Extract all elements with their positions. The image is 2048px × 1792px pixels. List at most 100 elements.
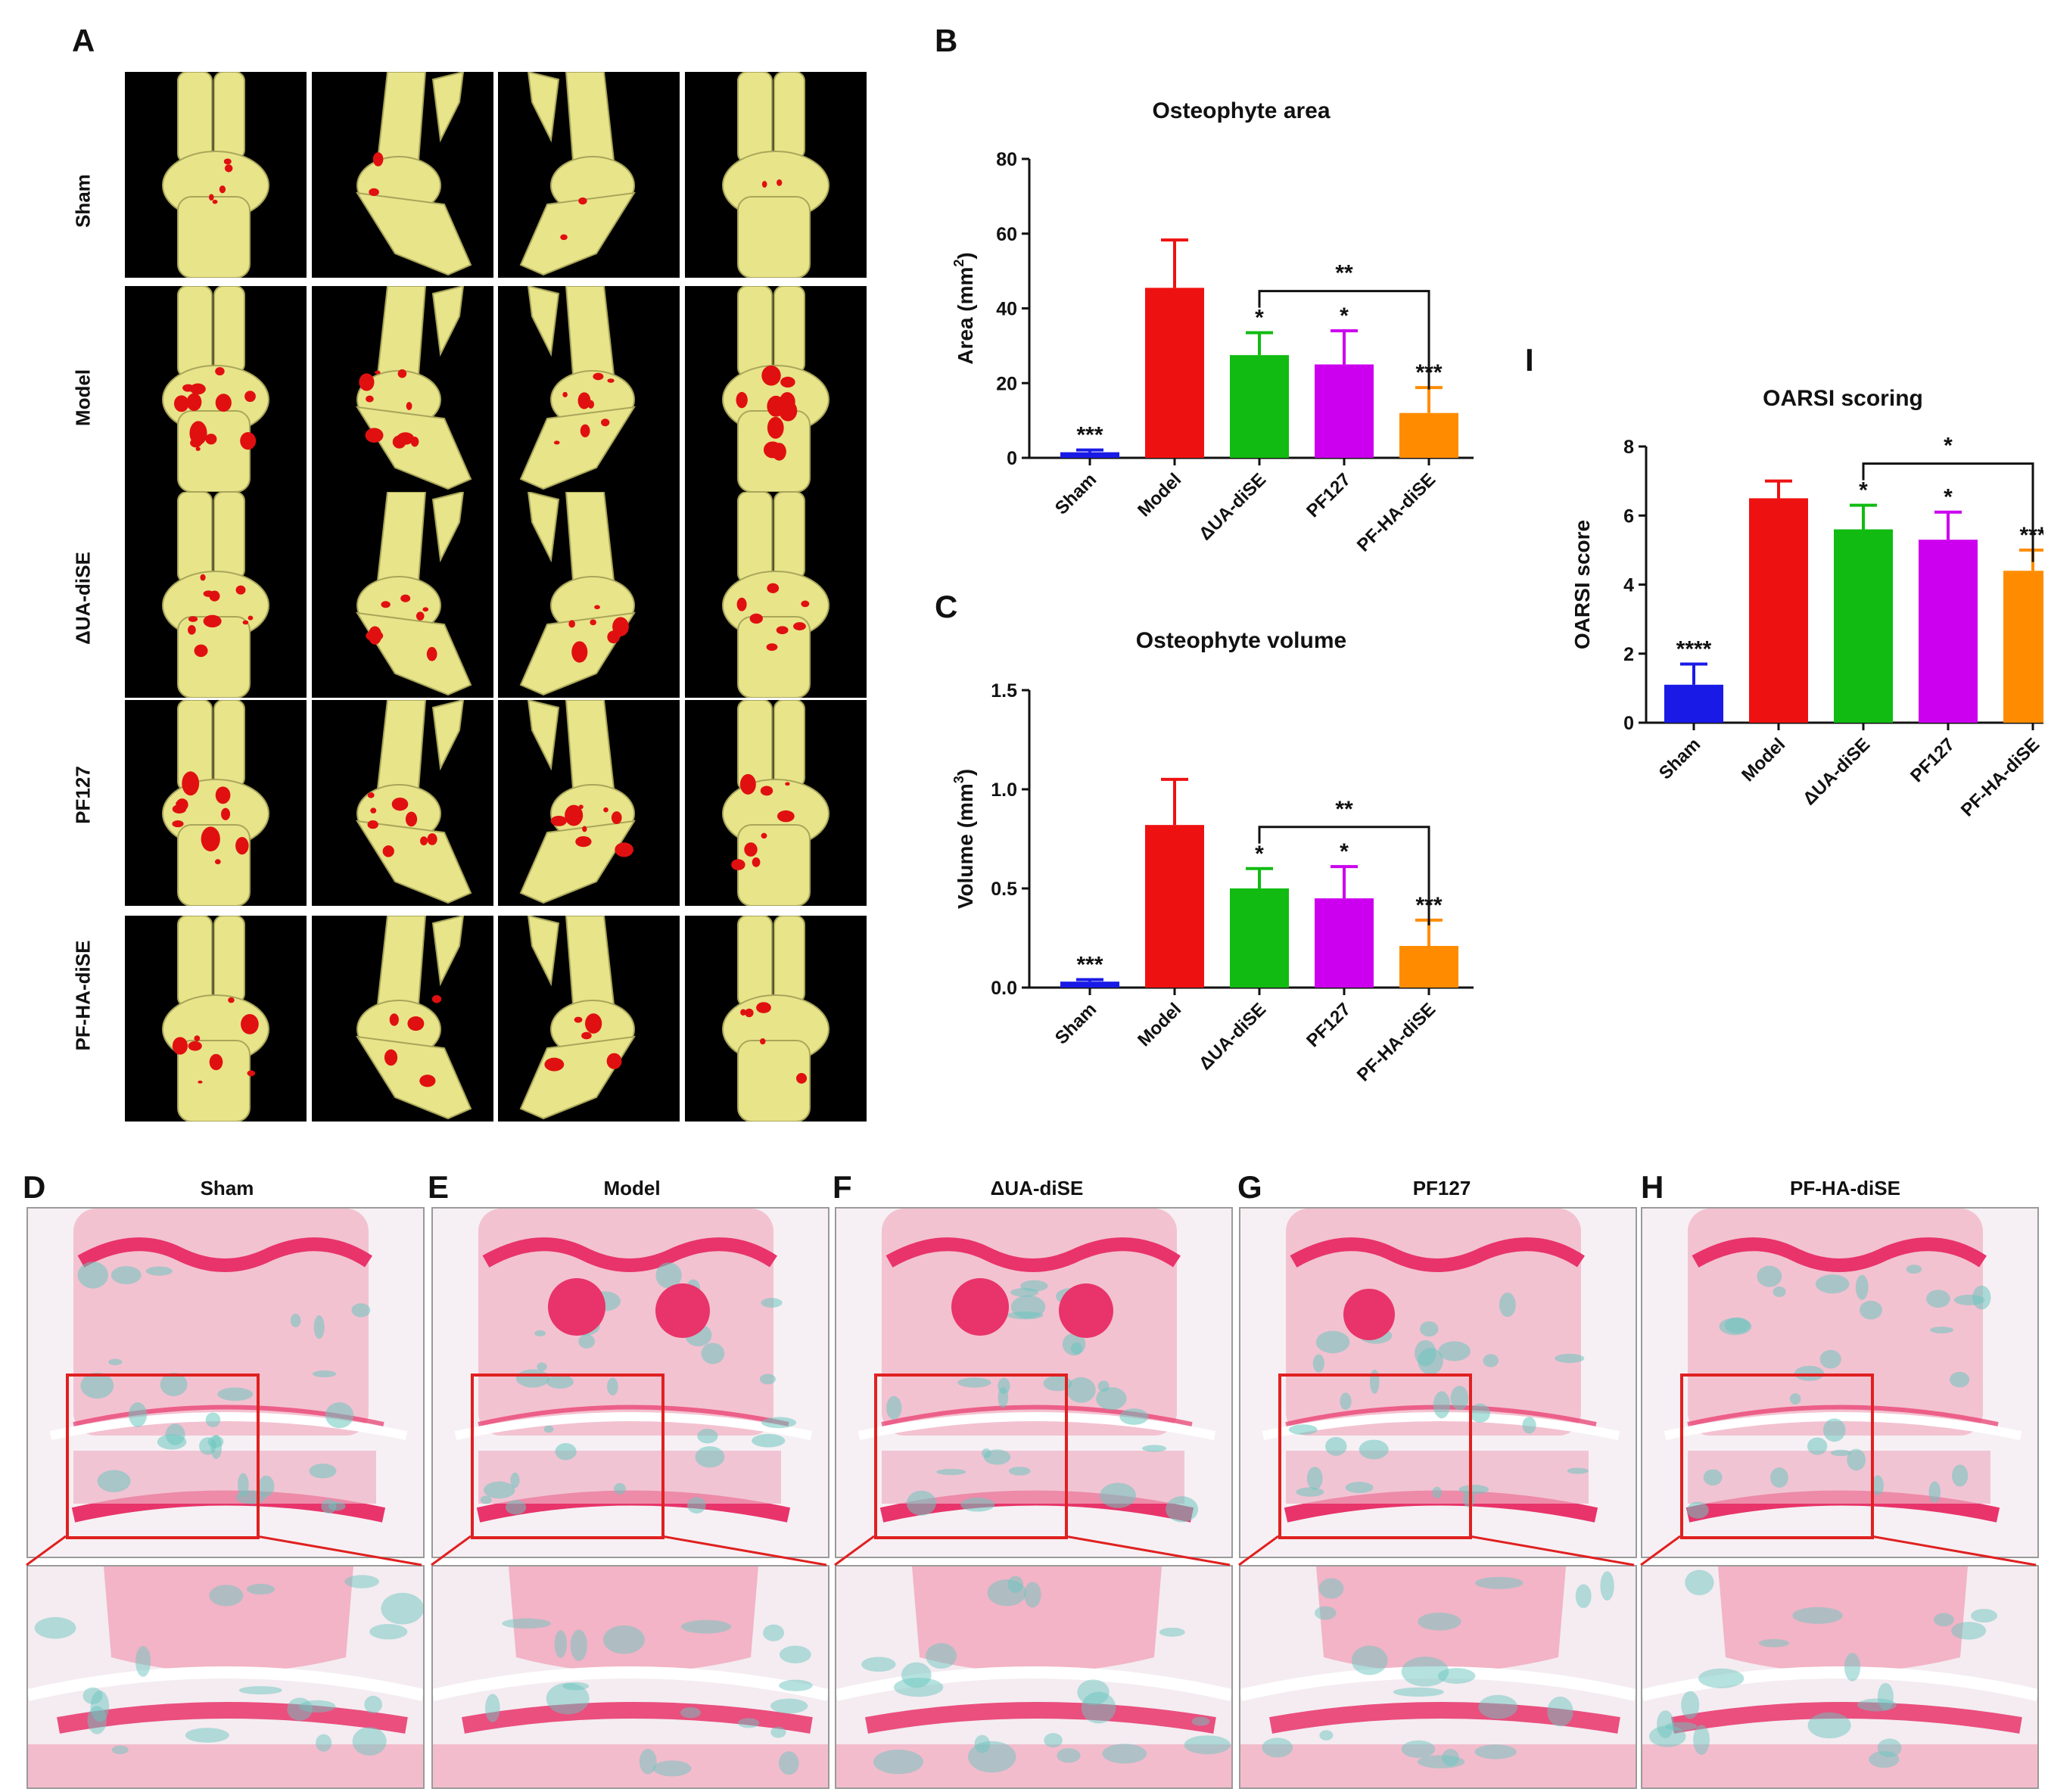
bone-shape — [356, 406, 472, 490]
fast-green-stain — [1262, 1738, 1293, 1758]
fast-green-stain — [655, 1262, 682, 1289]
osteophyte-mark — [780, 376, 795, 388]
bone-shape — [431, 916, 465, 987]
fast-green-stain — [321, 1498, 337, 1514]
y-tick-label: 8 — [1623, 437, 1634, 458]
osteophyte-mark — [188, 624, 196, 635]
fast-green-stain — [1474, 1576, 1524, 1589]
row-label-sham: Sham — [71, 174, 95, 228]
fast-green-stain — [695, 1446, 725, 1468]
osteophyte-mark — [366, 395, 374, 403]
fast-green-stain — [570, 1629, 587, 1661]
bone-shape — [527, 72, 560, 143]
bar — [1664, 684, 1723, 723]
fast-green-stain — [510, 1472, 520, 1489]
osteophyte-mark — [247, 1070, 256, 1077]
osteophyte-mark — [405, 811, 418, 827]
micro-ct-image — [685, 72, 867, 278]
bone-shape — [431, 72, 465, 143]
bone-shape — [737, 492, 773, 583]
ossification-center — [1343, 1289, 1395, 1340]
osteophyte-mark — [209, 1053, 223, 1071]
bone-shape — [356, 611, 472, 696]
micro-ct-image — [125, 72, 307, 278]
osteophyte-mark — [189, 421, 207, 446]
ossification-center — [655, 1283, 710, 1338]
osteophyte-mark — [607, 378, 615, 383]
osteophyte-mark — [406, 402, 412, 410]
fast-green-stain — [165, 1423, 185, 1445]
fast-green-stain — [1822, 1418, 1846, 1442]
fast-green-stain — [1081, 1691, 1116, 1724]
panel-letter-i: I — [1525, 342, 1534, 378]
fast-green-stain — [1345, 1482, 1374, 1494]
bone-region — [912, 1566, 1162, 1672]
chart-title: Osteophyte volume — [1136, 628, 1346, 653]
fast-green-stain — [546, 1682, 590, 1715]
micro-ct-image — [498, 72, 680, 278]
bone-shape — [519, 406, 636, 490]
osteophyte-mark — [198, 1080, 203, 1084]
osteophyte-mark — [195, 446, 201, 451]
x-tick-label: Sham — [1655, 734, 1704, 783]
articular-cartilage — [865, 1702, 1216, 1734]
osteophyte-mark — [188, 1041, 202, 1051]
bone-shape — [177, 72, 213, 163]
fast-green-stain — [1458, 1484, 1489, 1495]
fast-green-stain — [1483, 1354, 1499, 1367]
joint-space — [836, 1666, 1231, 1701]
bone-shape — [527, 492, 560, 563]
fast-green-stain — [238, 1686, 282, 1695]
growth-plate — [1692, 1237, 1987, 1272]
fast-green-stain — [1933, 1613, 1954, 1627]
osteophyte-mark — [407, 1016, 425, 1031]
zoom-box — [1278, 1374, 1472, 1539]
fast-green-stain — [1929, 1326, 1954, 1333]
osteophyte-mark — [767, 416, 784, 439]
joint-space — [433, 1666, 828, 1701]
osteophyte-mark — [756, 1002, 771, 1013]
micro-ct-image — [312, 286, 493, 492]
fast-green-stain — [1522, 1417, 1536, 1434]
x-tick-label: Model — [1134, 469, 1185, 521]
osteophyte-mark — [176, 798, 188, 811]
micro-ct-image — [685, 286, 867, 492]
fast-green-stain — [687, 1497, 706, 1514]
micro-ct-image — [312, 492, 493, 698]
fast-green-stain — [652, 1760, 692, 1777]
bone-shape — [356, 1035, 472, 1120]
joint-space — [1664, 1412, 2022, 1440]
fast-green-stain — [110, 1266, 142, 1284]
histology-overview — [1239, 1207, 1637, 1558]
osteophyte-mark — [571, 641, 588, 663]
y-tick-label: 2 — [1623, 644, 1634, 665]
bone-shape — [519, 820, 636, 904]
fast-green-stain — [607, 1377, 618, 1395]
fast-green-stain — [515, 1369, 550, 1388]
bone-shape — [773, 492, 805, 580]
osteophyte-mark — [172, 1037, 188, 1055]
osteophyte-mark — [389, 1013, 399, 1026]
fast-green-stain — [135, 1646, 151, 1677]
osteophyte-mark — [795, 1072, 808, 1084]
significance-label: * — [1944, 485, 1953, 510]
fast-green-stain — [1857, 1698, 1897, 1712]
osteophyte-mark — [203, 590, 214, 597]
significance-label: * — [1255, 842, 1264, 866]
fast-green-stain — [770, 1726, 786, 1738]
fast-green-stain — [737, 1718, 760, 1728]
osteophyte-mark — [194, 644, 208, 658]
fast-green-stain — [901, 1662, 932, 1688]
osteophyte-mark — [203, 614, 222, 628]
bone-shape — [519, 1035, 636, 1120]
fast-green-stain — [325, 1402, 354, 1429]
osteophyte-mark — [215, 367, 225, 376]
ossification-center — [1059, 1283, 1113, 1338]
fast-green-stain — [258, 1475, 275, 1497]
growth-plate — [482, 1237, 777, 1272]
micro-ct-image — [125, 700, 307, 906]
articular-cartilage — [478, 1405, 789, 1426]
fast-green-stain — [312, 1370, 337, 1378]
articular-cartilage — [881, 1405, 1193, 1426]
fast-green-stain — [1830, 1449, 1851, 1457]
